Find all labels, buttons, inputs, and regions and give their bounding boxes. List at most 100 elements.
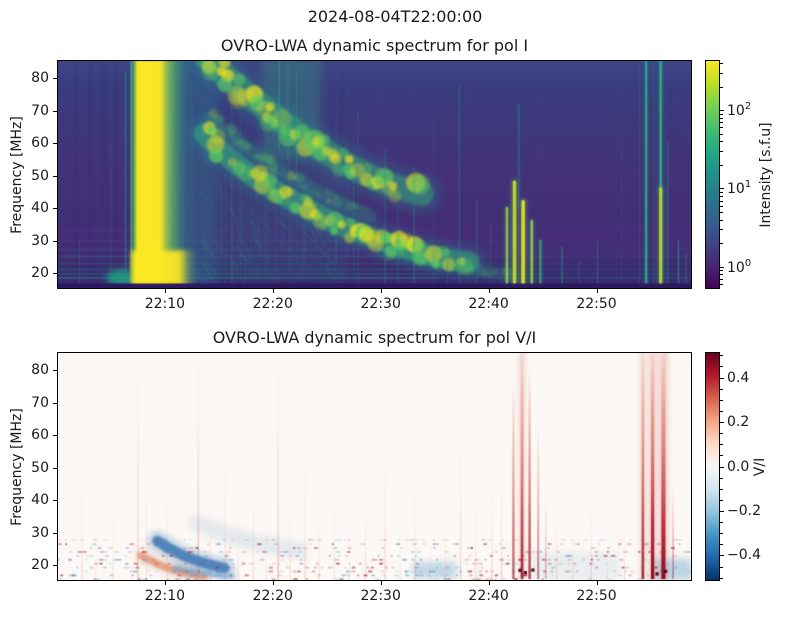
pol-vi-title: OVRO-LWA dynamic spectrum for pol V/I <box>212 328 537 347</box>
colorbar-minor-tick <box>720 522 723 524</box>
pol-i-title: OVRO-LWA dynamic spectrum for pol I <box>220 36 529 55</box>
pol-vi-colorbar-label: V/I <box>752 457 768 477</box>
x-tick-label: 22:10 <box>144 296 186 312</box>
colorbar-tick <box>720 188 724 190</box>
x-tick-label: 22:50 <box>576 588 617 604</box>
colorbar-minor-tick <box>720 270 723 272</box>
y-tick-label: 70 <box>31 394 49 411</box>
pol-vi-colorbar: 0.4 0.2 0.0 −0.2 −0.4 <box>705 352 761 581</box>
colorbar-minor-tick <box>720 488 723 490</box>
y-tick <box>53 532 57 534</box>
colorbar-tick <box>720 110 724 112</box>
pol-vi-colorbar-canvas <box>705 352 720 581</box>
colorbar-minor-tick <box>720 243 723 245</box>
y-tick <box>53 175 57 177</box>
colorbar-minor-tick <box>720 455 723 457</box>
colorbar-minor-tick <box>720 212 723 213</box>
colorbar-tick-label: −0.2 <box>727 502 761 519</box>
x-tick <box>596 289 598 293</box>
y-tick-label: 80 <box>31 70 49 87</box>
pol-i-colorbar: 102 101 100 <box>705 60 751 289</box>
y-tick-label: 60 <box>31 135 49 152</box>
y-tick <box>53 240 57 242</box>
colorbar-tick-label: 102 <box>727 101 752 119</box>
y-tick <box>53 467 57 469</box>
colorbar-minor-tick <box>720 566 723 568</box>
colorbar-minor-tick <box>720 122 723 124</box>
y-tick-label: 40 <box>31 200 49 217</box>
y-tick-label: 60 <box>31 427 49 444</box>
colorbar-minor-tick <box>720 533 723 535</box>
pol-i-colorbar-label: Intensity [s.f.u] <box>758 122 774 228</box>
x-tick <box>596 581 598 585</box>
colorbar-tick-label: 101 <box>727 179 752 198</box>
colorbar-minor-tick <box>720 229 723 231</box>
colorbar-minor-tick <box>720 86 723 88</box>
pol-i-spectrogram: 22:10 22:20 22:30 22:40 22:50 20 30 40 50 60 70 80 <box>31 60 692 312</box>
colorbar-minor-tick <box>720 410 723 412</box>
colorbar-minor-tick <box>720 477 723 479</box>
y-tick <box>53 143 57 145</box>
colorbar-minor-tick <box>720 117 723 119</box>
pol-vi-ylabel: Frequency [MHz] <box>9 408 25 526</box>
x-tick-label: 22:50 <box>576 296 617 312</box>
y-tick-label: 30 <box>31 524 49 541</box>
y-tick-label: 70 <box>31 102 49 119</box>
colorbar-tick-label: 0.0 <box>727 458 750 475</box>
colorbar-tick <box>720 555 724 557</box>
x-tick-label: 22:20 <box>252 588 293 604</box>
x-tick-label: 22:20 <box>252 296 293 312</box>
colorbar-minor-tick <box>720 164 723 166</box>
x-tick <box>272 289 274 293</box>
colorbar-minor-tick <box>720 133 723 135</box>
x-tick-label: 22:30 <box>360 296 401 312</box>
x-tick <box>488 289 490 293</box>
pol-i-colorbar-canvas <box>705 60 720 289</box>
x-tick <box>164 581 166 585</box>
x-tick <box>380 581 382 585</box>
colorbar-tick <box>720 377 724 379</box>
colorbar-minor-tick <box>720 577 723 579</box>
colorbar-minor-tick <box>720 219 723 221</box>
y-tick <box>53 78 57 80</box>
y-tick-label: 30 <box>31 232 49 249</box>
colorbar-minor-tick <box>720 196 723 197</box>
y-tick <box>53 565 57 567</box>
colorbar-minor-tick <box>720 62 723 64</box>
colorbar-tick-label: 0.2 <box>727 414 750 431</box>
pol-i-spectrogram-canvas <box>57 60 692 289</box>
colorbar-minor-tick <box>720 274 723 276</box>
x-tick <box>380 289 382 293</box>
x-tick-label: 22:40 <box>468 296 509 312</box>
colorbar-tick-label: 0.4 <box>727 369 750 386</box>
colorbar-minor-tick <box>720 141 723 143</box>
colorbar-minor-tick <box>720 113 723 115</box>
colorbar-tick-label: 100 <box>727 257 752 276</box>
colorbar-tick-label: −0.4 <box>727 547 761 564</box>
y-tick-label: 80 <box>31 362 49 379</box>
y-tick-label: 20 <box>31 557 49 574</box>
y-tick-label: 20 <box>31 265 49 282</box>
y-tick <box>53 273 57 275</box>
y-tick-label: 50 <box>31 459 49 476</box>
y-tick-label: 50 <box>31 167 49 184</box>
figure-suptitle: 2024-08-04T22:00:00 <box>307 7 483 26</box>
colorbar-minor-tick <box>720 151 723 153</box>
x-tick-label: 22:10 <box>144 588 186 604</box>
x-tick <box>488 581 490 585</box>
y-tick <box>53 435 57 437</box>
colorbar-minor-tick <box>720 192 723 193</box>
colorbar-tick <box>720 510 724 512</box>
colorbar-minor-tick <box>720 355 723 357</box>
colorbar-tick <box>720 266 724 268</box>
colorbar-minor-tick <box>720 388 723 390</box>
colorbar-tick <box>720 422 724 424</box>
colorbar-minor-tick <box>720 127 723 129</box>
x-tick-label: 22:30 <box>360 588 401 604</box>
colorbar-minor-tick <box>720 72 723 74</box>
y-tick <box>53 402 57 404</box>
pol-vi-spectrogram: 22:10 22:20 22:30 22:40 22:50 20 30 40 50 60 70 80 <box>31 352 692 604</box>
colorbar-minor-tick <box>720 284 723 286</box>
colorbar-minor-tick <box>720 433 723 435</box>
